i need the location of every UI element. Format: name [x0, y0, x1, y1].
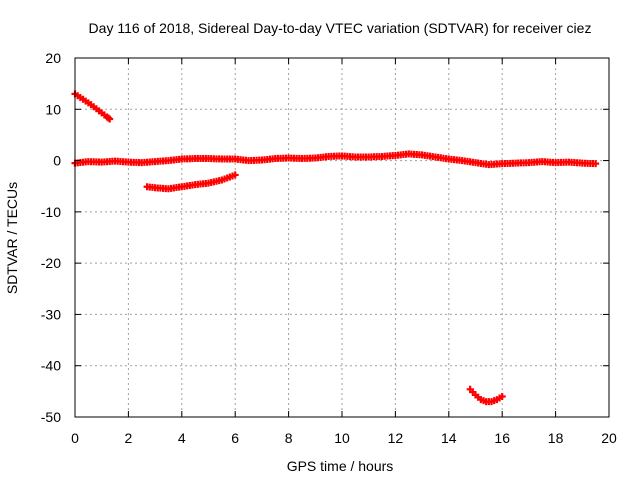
- x-tick-label: 6: [231, 430, 239, 446]
- y-tick-label: -20: [41, 255, 61, 271]
- data-point: [498, 392, 506, 400]
- y-tick-label: 0: [53, 153, 61, 169]
- y-tick-label: -50: [41, 409, 61, 425]
- y-tick-label: 20: [45, 50, 61, 66]
- series-arc-3: [143, 171, 239, 193]
- x-tick-label: 4: [178, 430, 186, 446]
- x-tick-label: 12: [388, 430, 404, 446]
- y-tick-label: -30: [41, 306, 61, 322]
- x-tick-label: 20: [601, 430, 617, 446]
- x-tick-label: 10: [334, 430, 350, 446]
- axis-ticks: [74, 57, 610, 418]
- x-tick-label: 18: [548, 430, 564, 446]
- axis-tick-labels: 0 2 4 6 8 10 12 14 16 18 20 20 10 0 -10 -20 -30 -40 -50: [41, 50, 617, 446]
- data-layer: [71, 90, 600, 406]
- x-axis-label: GPS time / hours: [287, 458, 394, 474]
- y-tick-label: -10: [41, 204, 61, 220]
- x-tick-label: 14: [441, 430, 457, 446]
- series-arc-2: [71, 150, 600, 169]
- y-tick-label: 10: [45, 101, 61, 117]
- chart-title: Day 116 of 2018, Sidereal Day-to-day VTE…: [89, 20, 592, 36]
- data-point: [106, 115, 114, 123]
- x-tick-label: 8: [285, 430, 293, 446]
- series-arc-1: [71, 90, 114, 123]
- data-point: [592, 160, 600, 168]
- series-arc-4: [466, 385, 506, 406]
- x-tick-label: 16: [494, 430, 510, 446]
- x-tick-label: 2: [125, 430, 133, 446]
- y-tick-label: -40: [41, 358, 61, 374]
- y-axis-label: SDTVAR / TECUs: [4, 182, 20, 294]
- x-tick-label: 0: [71, 430, 79, 446]
- grid: [75, 58, 609, 417]
- data-point: [231, 171, 239, 179]
